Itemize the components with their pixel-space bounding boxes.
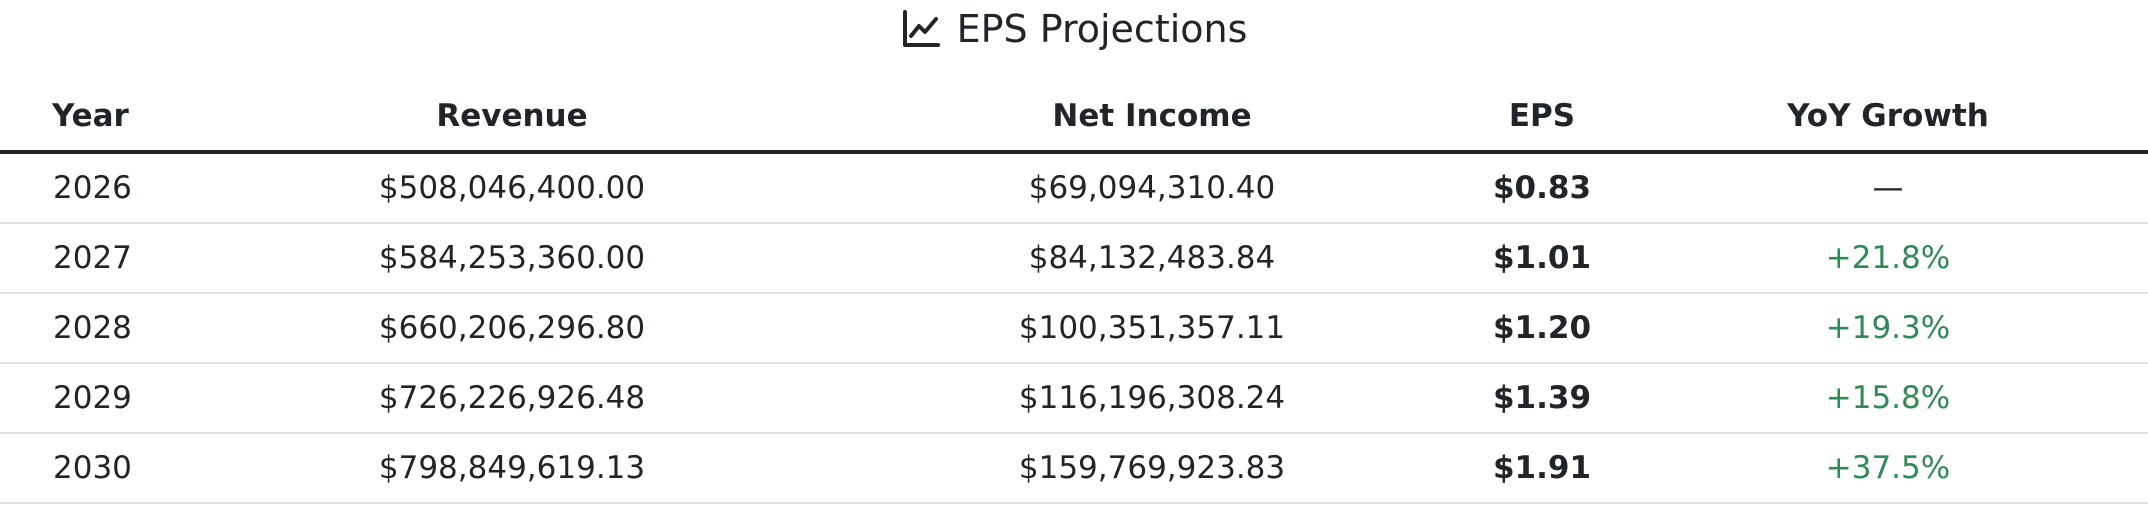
cell-eps: $1.39 xyxy=(1456,363,1628,434)
table-row: 2028 $660,206,296.80 $100,351,357.11 $1.… xyxy=(0,293,2148,364)
table-row: 2030 $798,849,619.13 $159,769,923.83 $1.… xyxy=(0,433,2148,504)
column-header-net-income: Net Income xyxy=(848,82,1456,154)
cell-revenue: $798,849,619.13 xyxy=(176,433,848,504)
cell-yoy-growth: +19.3% xyxy=(1628,293,2148,364)
cell-revenue: $584,253,360.00 xyxy=(176,223,848,294)
cell-net-income: $69,094,310.40 xyxy=(848,152,1456,224)
cell-eps: $1.01 xyxy=(1456,223,1628,294)
cell-year: 2030 xyxy=(0,433,176,504)
cell-net-income: $159,769,923.83 xyxy=(848,433,1456,504)
column-header-eps: EPS xyxy=(1456,82,1628,154)
cell-net-income: $116,196,308.24 xyxy=(848,363,1456,434)
column-header-yoy-growth: YoY Growth xyxy=(1628,82,2148,154)
cell-year: 2026 xyxy=(0,152,176,224)
cell-year: 2029 xyxy=(0,363,176,434)
cell-eps: $1.20 xyxy=(1456,293,1628,364)
column-header-year: Year xyxy=(0,82,176,154)
cell-yoy-growth: +15.8% xyxy=(1628,363,2148,434)
eps-projections-table: Year Revenue Net Income EPS YoY Growth 2… xyxy=(0,82,2148,504)
cell-year: 2027 xyxy=(0,223,176,294)
line-chart-icon xyxy=(901,9,941,49)
table-row: 2027 $584,253,360.00 $84,132,483.84 $1.0… xyxy=(0,223,2148,294)
cell-eps: $1.91 xyxy=(1456,433,1628,504)
cell-year: 2028 xyxy=(0,293,176,364)
cell-revenue: $726,226,926.48 xyxy=(176,363,848,434)
title-bar: EPS Projections xyxy=(0,0,2148,58)
cell-eps: $0.83 xyxy=(1456,152,1628,224)
title-group: EPS Projections xyxy=(901,7,1248,51)
table-header-row: Year Revenue Net Income EPS YoY Growth xyxy=(0,82,2148,154)
table-row: 2026 $508,046,400.00 $69,094,310.40 $0.8… xyxy=(0,152,2148,224)
table-row: 2029 $726,226,926.48 $116,196,308.24 $1.… xyxy=(0,363,2148,434)
cell-yoy-growth: +37.5% xyxy=(1628,433,2148,504)
cell-net-income: $100,351,357.11 xyxy=(848,293,1456,364)
cell-revenue: $508,046,400.00 xyxy=(176,152,848,224)
cell-yoy-growth: +21.8% xyxy=(1628,223,2148,294)
cell-revenue: $660,206,296.80 xyxy=(176,293,848,364)
cell-yoy-growth: — xyxy=(1628,152,2148,224)
column-header-revenue: Revenue xyxy=(176,82,848,154)
page-title: EPS Projections xyxy=(956,7,1248,51)
cell-net-income: $84,132,483.84 xyxy=(848,223,1456,294)
